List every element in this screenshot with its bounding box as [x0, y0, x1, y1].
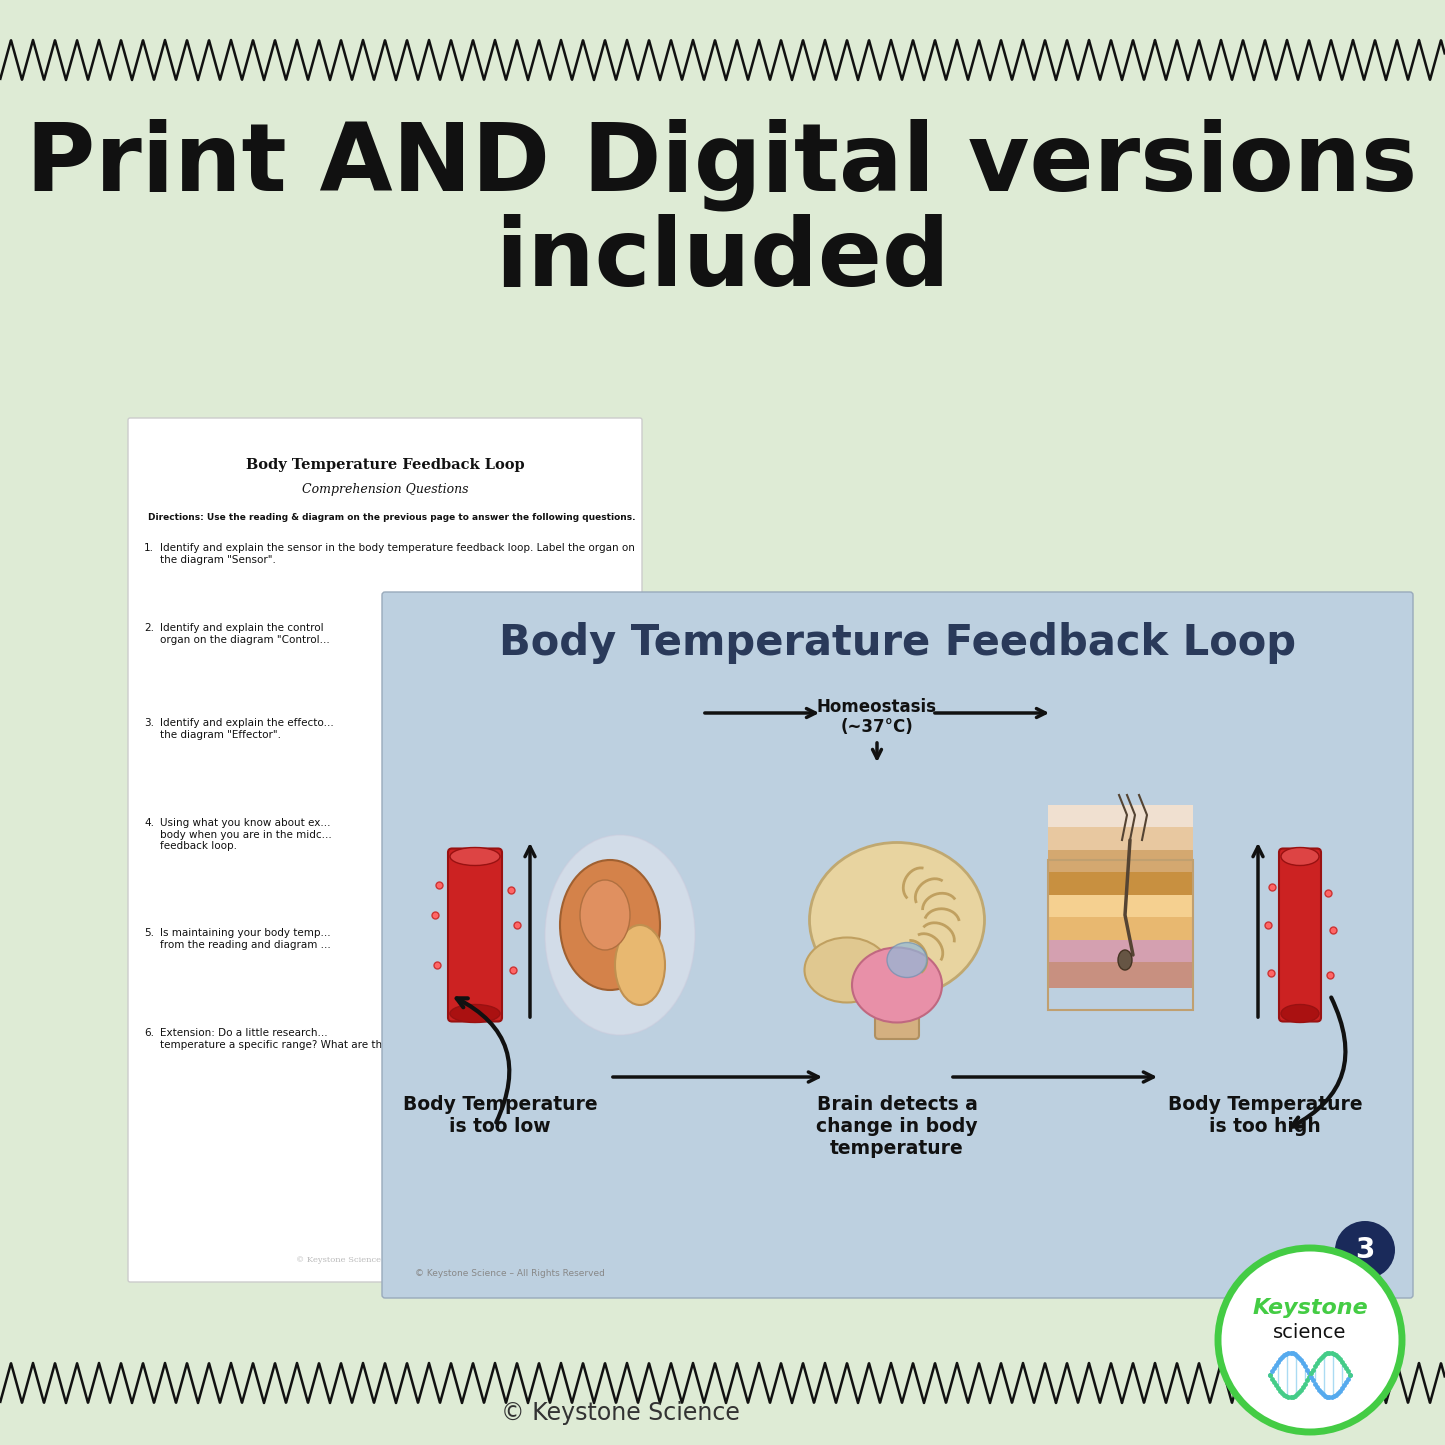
- Text: 5.: 5.: [144, 928, 155, 938]
- Ellipse shape: [545, 835, 695, 1035]
- Ellipse shape: [887, 942, 928, 977]
- Text: Brain detects a
change in body
temperature: Brain detects a change in body temperatu…: [816, 1095, 978, 1157]
- Text: © Keystone Science – All Rights Reserved: © Keystone Science – All Rights Reserved: [296, 1256, 474, 1264]
- Ellipse shape: [809, 842, 984, 997]
- Text: © Keystone Science: © Keystone Science: [500, 1402, 740, 1425]
- Text: Is maintaining your body temp...
from the reading and diagram ...: Is maintaining your body temp... from th…: [160, 928, 331, 949]
- Text: Body Temperature
is too low: Body Temperature is too low: [403, 1095, 597, 1136]
- Bar: [1048, 939, 1192, 965]
- Text: Body Temperature
is too high: Body Temperature is too high: [1168, 1095, 1363, 1136]
- Text: Body Temperature Feedback Loop: Body Temperature Feedback Loop: [499, 621, 1296, 665]
- Ellipse shape: [616, 925, 665, 1006]
- Text: Homeostasis
(~37°C): Homeostasis (~37°C): [816, 698, 936, 737]
- Text: Comprehension Questions: Comprehension Questions: [302, 484, 468, 497]
- Text: 3.: 3.: [144, 718, 155, 728]
- Ellipse shape: [561, 860, 660, 990]
- Circle shape: [1218, 1248, 1402, 1432]
- Ellipse shape: [1335, 1221, 1394, 1279]
- Text: © Keystone Science – All Rights Reserved: © Keystone Science – All Rights Reserved: [415, 1269, 605, 1277]
- Text: Extension: Do a little research...
temperature a specific range? What are the co: Extension: Do a little research... tempe…: [160, 1027, 643, 1049]
- Bar: [1048, 805, 1192, 829]
- Bar: [1048, 850, 1192, 876]
- FancyBboxPatch shape: [448, 848, 501, 1022]
- Text: Print AND Digital versions: Print AND Digital versions: [26, 118, 1418, 211]
- Ellipse shape: [1282, 848, 1319, 866]
- Ellipse shape: [1282, 1004, 1319, 1023]
- Ellipse shape: [449, 1004, 500, 1023]
- Text: included: included: [494, 214, 949, 306]
- Bar: [1048, 827, 1192, 853]
- Bar: [1048, 918, 1192, 942]
- Text: 1.: 1.: [144, 543, 155, 553]
- Text: 3: 3: [1355, 1235, 1374, 1264]
- FancyBboxPatch shape: [129, 418, 642, 1282]
- Bar: [1048, 871, 1192, 897]
- Text: Directions: Use the reading & diagram on the previous page to answer the followi: Directions: Use the reading & diagram on…: [147, 513, 636, 522]
- Text: Keystone: Keystone: [1253, 1298, 1368, 1318]
- Ellipse shape: [1118, 949, 1131, 970]
- Text: Body Temperature Feedback Loop: Body Temperature Feedback Loop: [246, 458, 525, 473]
- Text: 4.: 4.: [144, 818, 155, 828]
- Bar: [1048, 860, 1192, 1010]
- Text: Identify and explain the control
organ on the diagram "Control...: Identify and explain the control organ o…: [160, 623, 329, 644]
- Bar: [1048, 894, 1192, 920]
- Text: Identify and explain the sensor in the body temperature feedback loop. Label the: Identify and explain the sensor in the b…: [160, 543, 634, 565]
- Text: 6.: 6.: [144, 1027, 155, 1038]
- Ellipse shape: [579, 880, 630, 949]
- FancyBboxPatch shape: [381, 592, 1413, 1298]
- Ellipse shape: [805, 938, 890, 1003]
- Ellipse shape: [853, 948, 942, 1023]
- Ellipse shape: [449, 848, 500, 866]
- Bar: [1048, 962, 1192, 987]
- Text: Using what you know about ex...
body when you are in the midc...
feedback loop.: Using what you know about ex... body whe…: [160, 818, 332, 851]
- Text: Identify and explain the effecto...
the diagram "Effector".: Identify and explain the effecto... the …: [160, 718, 334, 740]
- FancyBboxPatch shape: [1279, 848, 1321, 1022]
- FancyBboxPatch shape: [876, 961, 919, 1039]
- Text: science: science: [1273, 1322, 1347, 1341]
- Text: 2.: 2.: [144, 623, 155, 633]
